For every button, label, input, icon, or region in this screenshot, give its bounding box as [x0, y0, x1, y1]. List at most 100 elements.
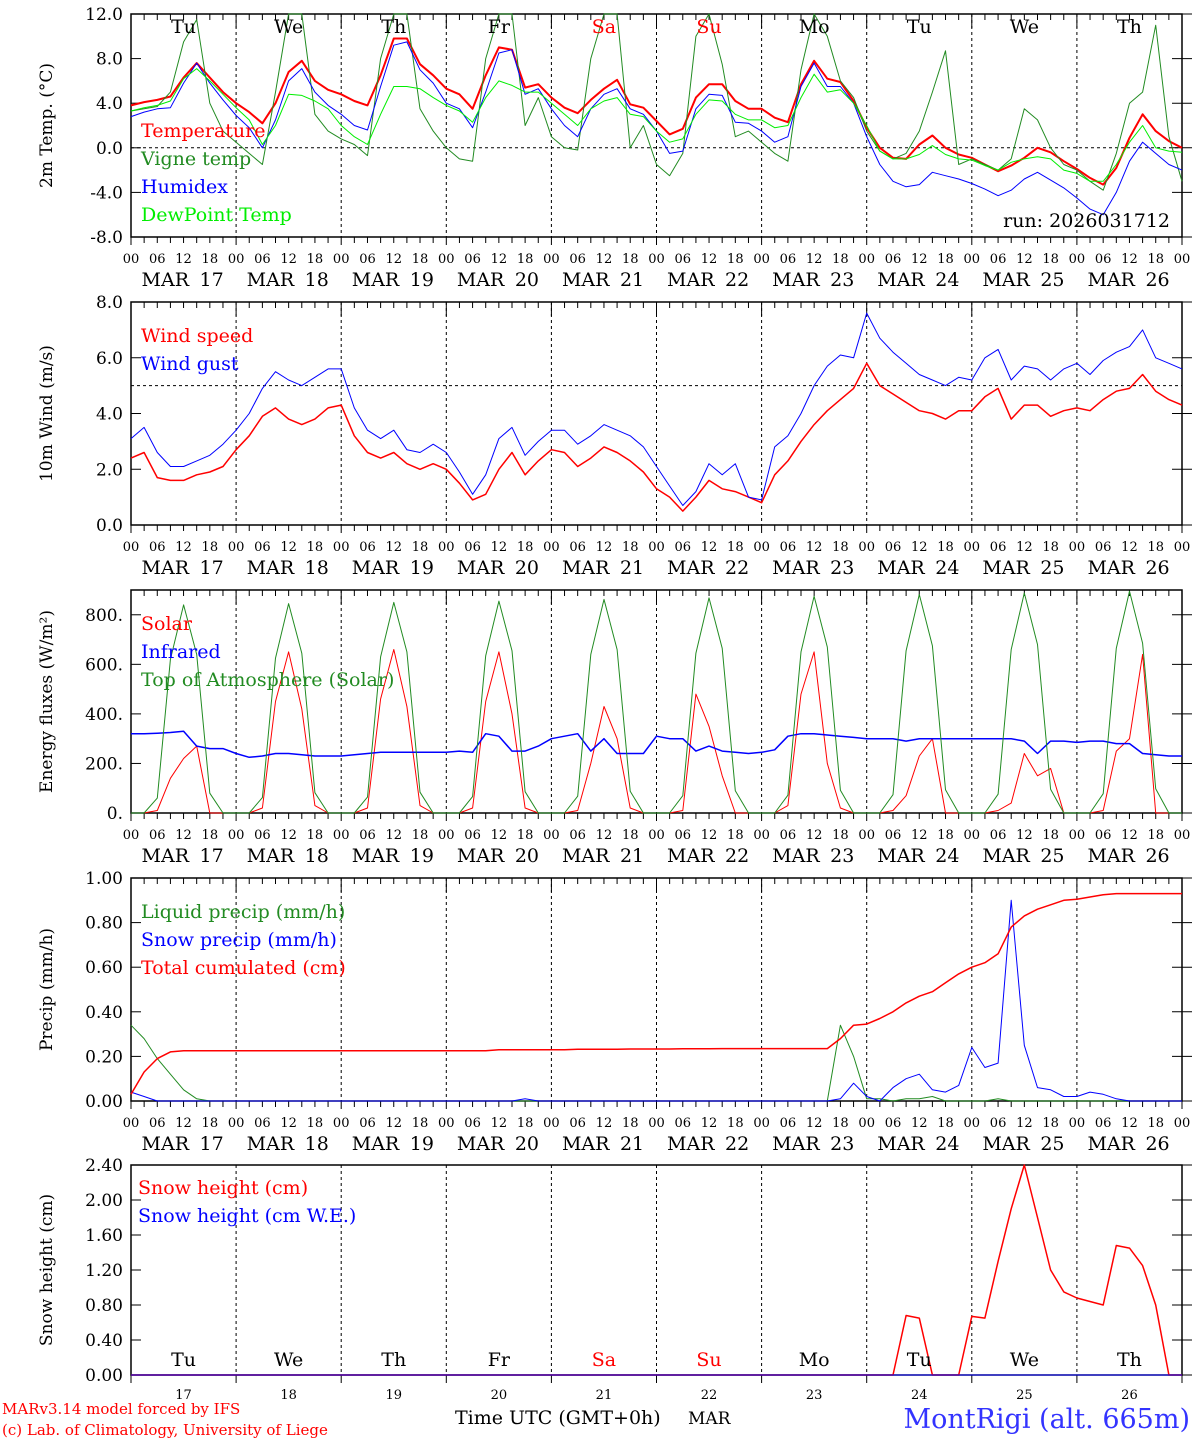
y-tick-label: 0.20 — [85, 1047, 123, 1067]
x-hour-label: 18 — [307, 540, 324, 555]
x-date-label: 25 — [1016, 1388, 1033, 1403]
x-date-label: 21 — [596, 1388, 613, 1403]
x-hour-label: 00 — [858, 252, 875, 267]
x-hour-label: 00 — [543, 540, 560, 555]
x-month-label: MAR — [772, 845, 820, 867]
x-hour-label: 06 — [780, 1116, 797, 1131]
x-hour-label: 12 — [280, 540, 297, 555]
y-tick-label: 0.80 — [85, 914, 123, 934]
x-hour-label: 00 — [964, 252, 981, 267]
x-hour-label: 06 — [675, 540, 692, 555]
x-date-label: 18 — [305, 845, 329, 867]
legend-entry: Vigne temp — [140, 148, 251, 170]
x-hour-label: 00 — [123, 540, 140, 555]
legend-entry: Wind speed — [141, 325, 253, 347]
day-name-label: Sa — [592, 16, 616, 38]
day-name-label: Mo — [799, 16, 830, 38]
y-axis-label: Energy fluxes (W/m²) — [37, 610, 57, 793]
x-hour-label: 12 — [806, 252, 823, 267]
x-hour-label: 12 — [280, 252, 297, 267]
x-hour-label: 06 — [569, 252, 586, 267]
series-line-infrared — [131, 730, 1182, 759]
x-hour-label: 00 — [753, 828, 770, 843]
x-hour-label: 18 — [832, 252, 849, 267]
y-tick-label: 2.0 — [96, 460, 123, 480]
x-date-label: 25 — [1040, 1133, 1064, 1155]
x-hour-label: 18 — [937, 1116, 954, 1131]
y-tick-label: 0.80 — [85, 1296, 123, 1316]
day-name-label: We — [274, 1349, 303, 1371]
y-tick-label: 600. — [85, 655, 123, 675]
day-name-label: Tu — [171, 16, 196, 38]
x-date-label: 26 — [1121, 1388, 1138, 1403]
x-hour-label: 18 — [412, 828, 429, 843]
x-hour-label: 06 — [254, 1116, 271, 1131]
x-hour-label: 00 — [333, 828, 350, 843]
x-hour-label: 00 — [123, 1116, 140, 1131]
x-date-label: 18 — [305, 557, 329, 579]
series-line-vigne-temp — [130, 13, 1183, 191]
x-date-label: 17 — [200, 557, 224, 579]
x-hour-label: 12 — [806, 1116, 823, 1131]
x-month-label: MAR — [667, 557, 715, 579]
x-hour-label: 06 — [149, 252, 166, 267]
model-credit: MARv3.14 model forced by IFS — [2, 1400, 240, 1418]
x-hour-label: 00 — [1174, 1116, 1191, 1131]
y-tick-label: 8.0 — [96, 293, 123, 313]
x-hour-label: 06 — [464, 252, 481, 267]
day-name-label: Fr — [488, 1349, 511, 1371]
day-name-label: Th — [1117, 16, 1142, 38]
x-date-label: 19 — [410, 557, 434, 579]
x-hour-label: 06 — [1095, 540, 1112, 555]
x-hour-label: 00 — [648, 252, 665, 267]
x-date-label: 20 — [515, 557, 539, 579]
series-line-wind-gust — [130, 312, 1183, 506]
x-hour-label: 00 — [1069, 252, 1086, 267]
y-tick-label: 800. — [85, 606, 123, 626]
x-hour-label: 12 — [1016, 828, 1033, 843]
x-hour-label: 06 — [1095, 828, 1112, 843]
x-hour-label: 18 — [622, 252, 639, 267]
x-hour-label: 06 — [464, 828, 481, 843]
x-hour-label: 06 — [254, 828, 271, 843]
x-hour-label: 06 — [990, 828, 1007, 843]
x-hour-label: 06 — [1095, 1116, 1112, 1131]
x-hour-label: 12 — [1016, 540, 1033, 555]
x-date-label: 18 — [280, 1388, 297, 1403]
x-hour-label: 00 — [753, 540, 770, 555]
day-name-label: Th — [1117, 1349, 1142, 1371]
x-hour-label: 00 — [228, 540, 245, 555]
legend-entry: Temperature — [141, 120, 265, 142]
x-hour-label: 06 — [885, 1116, 902, 1131]
x-hour-label: 06 — [885, 828, 902, 843]
x-hour-label: 18 — [307, 1116, 324, 1131]
x-date-label: 19 — [385, 1388, 402, 1403]
x-hour-label: 00 — [228, 1116, 245, 1131]
x-hour-label: 12 — [911, 828, 928, 843]
y-tick-label: 1.20 — [85, 1261, 123, 1281]
y-tick-label: 0.60 — [85, 958, 123, 978]
y-tick-label: 6.0 — [96, 349, 123, 369]
x-hour-label: 18 — [517, 1116, 534, 1131]
x-month-label: MAR — [667, 1133, 715, 1155]
day-name-label: We — [274, 16, 303, 38]
legend-entry: Solar — [141, 613, 193, 635]
x-hour-label: 00 — [1069, 828, 1086, 843]
x-hour-label: 12 — [491, 252, 508, 267]
x-hour-label: 12 — [280, 828, 297, 843]
x-month-label: MAR — [247, 1133, 295, 1155]
legend-entry: Snow height (cm W.E.) — [138, 1205, 356, 1227]
x-hour-label: 12 — [1121, 828, 1138, 843]
series-line-wind-speed — [130, 362, 1183, 512]
x-date-label: 22 — [725, 557, 749, 579]
x-hour-label: 18 — [1147, 252, 1164, 267]
y-tick-label: 4.0 — [96, 405, 123, 425]
y-tick-label: 0.40 — [85, 1331, 123, 1351]
x-date-label: 21 — [620, 845, 644, 867]
x-hour-label: 18 — [517, 252, 534, 267]
y-axis-label: Precip (mm/h) — [37, 928, 57, 1051]
y-tick-label: 0. — [107, 804, 123, 824]
x-hour-label: 12 — [385, 540, 402, 555]
legend-entry: Snow precip (mm/h) — [141, 929, 337, 951]
x-hour-label: 06 — [675, 252, 692, 267]
